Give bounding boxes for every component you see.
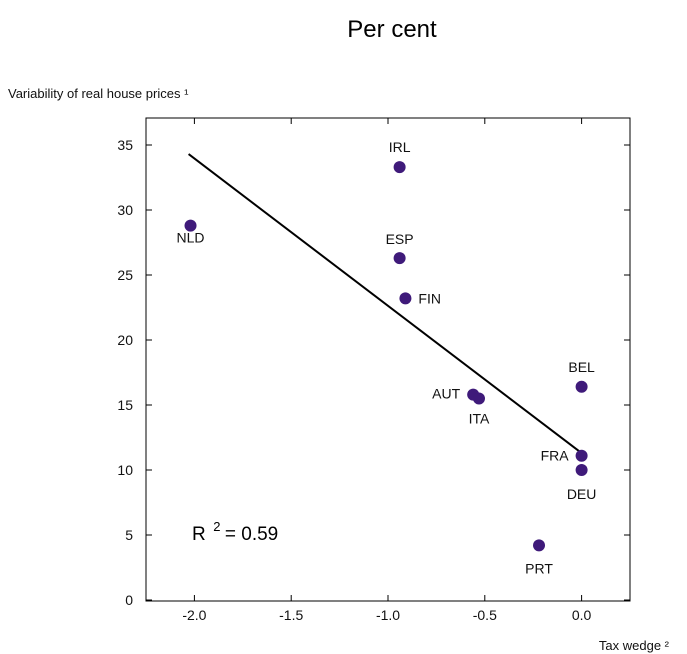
y-tick-label: 25 — [117, 267, 133, 283]
point-label-deu: DEU — [567, 486, 597, 502]
x-tick-label: -0.5 — [473, 607, 497, 623]
r-squared-base: R — [192, 524, 206, 545]
data-point-esp — [393, 252, 406, 265]
data-points — [184, 161, 588, 552]
point-label-ita: ITA — [469, 411, 490, 427]
y-tick-label: 20 — [117, 332, 133, 348]
point-label-fra: FRA — [541, 448, 570, 464]
y-axis-ticks: 0 5 10 15 20 25 30 35 — [117, 137, 630, 608]
point-label-prt: PRT — [525, 560, 553, 576]
y-tick-label: 35 — [117, 137, 133, 153]
x-axis-title: Tax wedge ² — [599, 638, 670, 653]
data-point-prt — [533, 539, 546, 552]
regression-line — [187, 153, 583, 454]
y-tick-label: 0 — [125, 592, 133, 608]
data-point-fra — [575, 449, 588, 462]
y-tick-label: 10 — [117, 462, 133, 478]
x-axis-ticks: -2.0 -1.5 -1.0 -0.5 0.0 — [182, 118, 592, 623]
data-point-fin — [399, 292, 412, 305]
x-tick-label: 0.0 — [572, 607, 592, 623]
point-label-fin: FIN — [418, 290, 441, 306]
x-tick-label: -1.0 — [376, 607, 400, 623]
y-tick-label: 5 — [125, 527, 133, 543]
chart-title: Per cent — [347, 16, 437, 43]
y-axis-title: Variability of real house prices ¹ — [8, 86, 189, 101]
r-squared-annotation: R 2 = 0.59 — [192, 518, 278, 545]
trendline-layer — [187, 153, 583, 454]
point-label-esp: ESP — [386, 231, 414, 247]
r-squared-value: = 0.59 — [225, 524, 278, 545]
data-point-ita — [472, 392, 485, 405]
point-label-aut: AUT — [432, 386, 460, 402]
point-label-bel: BEL — [568, 359, 595, 375]
y-tick-label: 15 — [117, 397, 133, 413]
data-point-bel — [575, 380, 588, 393]
point-label-irl: IRL — [389, 139, 411, 155]
y-tick-label: 30 — [117, 202, 133, 218]
data-point-irl — [393, 161, 406, 174]
x-tick-label: -2.0 — [182, 607, 206, 623]
x-tick-label: -1.5 — [279, 607, 303, 623]
data-point-deu — [575, 464, 588, 476]
point-label-nld: NLD — [177, 230, 205, 246]
data-point-nld — [184, 219, 197, 232]
r-squared-exponent: 2 — [213, 519, 220, 534]
data-point-labels: NLD IRL ESP FIN BEL AUT ITA FRA DEU PRT — [177, 139, 597, 576]
